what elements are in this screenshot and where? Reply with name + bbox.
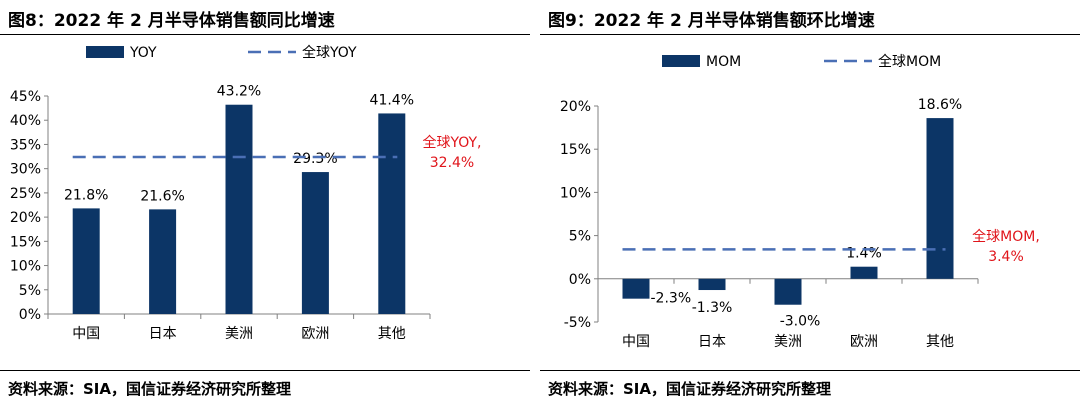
chart-title: 图8：2022 年 2 月半导体销售额同比增速 bbox=[8, 11, 335, 31]
bar-value-label: 18.6% bbox=[918, 97, 962, 113]
bar bbox=[72, 208, 100, 314]
legend-bar-label: YOY bbox=[129, 45, 157, 61]
source-note: 资料来源：SIA，国信证券经济研究所整理 bbox=[548, 380, 831, 398]
y-tick-label: 15% bbox=[10, 234, 41, 250]
y-tick-label: 5% bbox=[569, 229, 591, 245]
y-tick-label: 10% bbox=[10, 259, 41, 275]
x-tick-label: 美洲 bbox=[774, 334, 802, 350]
source-divider bbox=[0, 370, 530, 371]
legend-bar-label: MOM bbox=[706, 54, 741, 70]
y-tick-label: 0% bbox=[19, 307, 41, 323]
y-tick-label: 20% bbox=[560, 99, 591, 115]
chart-title: 图9：2022 年 2 月半导体销售额环比增速 bbox=[548, 11, 875, 31]
x-tick-label: 欧洲 bbox=[301, 326, 329, 342]
x-tick-label: 欧洲 bbox=[850, 334, 878, 350]
y-tick-label: 35% bbox=[10, 137, 41, 153]
y-tick-label: 25% bbox=[10, 186, 41, 202]
bar-value-label: -1.3% bbox=[692, 300, 733, 316]
bar bbox=[301, 172, 329, 314]
x-tick-label: 其他 bbox=[378, 326, 406, 342]
x-tick-label: 中国 bbox=[72, 326, 100, 342]
y-tick-label: 20% bbox=[10, 210, 41, 226]
bar-value-label: -2.3% bbox=[651, 291, 692, 307]
source-divider bbox=[540, 370, 1080, 371]
yoy-bar-chart: YOY 全球YOY 0% 5% 10% 15% 20% 25% 30% 35% 40% 45% 21.8… bbox=[10, 44, 482, 342]
y-tick-label: 15% bbox=[560, 142, 591, 158]
y-tick-label: -5% bbox=[564, 315, 591, 331]
bar bbox=[774, 278, 802, 305]
title-divider bbox=[540, 34, 1080, 35]
global-annotation-label: 全球MOM, bbox=[972, 228, 1040, 245]
source-note: 资料来源：SIA，国信证券经济研究所整理 bbox=[8, 380, 291, 398]
x-tick-label: 日本 bbox=[698, 334, 726, 350]
bar-value-label: -3.0% bbox=[780, 314, 821, 330]
legend-bar-swatch bbox=[86, 46, 124, 58]
chart-panel-yoy: 图8：2022 年 2 月半导体销售额同比增速 YOY 全球YOY 0% 5% 10% 1… bbox=[0, 0, 530, 408]
bar-value-label: 21.6% bbox=[140, 188, 184, 204]
title-divider bbox=[0, 34, 530, 35]
bar bbox=[926, 118, 954, 279]
y-tick-label: 0% bbox=[569, 272, 591, 288]
legend-bar-swatch bbox=[662, 55, 700, 67]
global-annotation-value: 32.4% bbox=[430, 155, 474, 171]
bar bbox=[850, 266, 878, 279]
x-tick-label: 中国 bbox=[622, 334, 650, 350]
chart-panel-mom: 图9：2022 年 2 月半导体销售额环比增速 MOM 全球MOM -5% 0% 5% 1… bbox=[540, 0, 1080, 408]
bar bbox=[149, 209, 177, 314]
y-tick-label: 30% bbox=[10, 162, 41, 178]
y-tick-label: 40% bbox=[10, 113, 41, 129]
bar bbox=[622, 278, 650, 299]
bar-value-label: 1.4% bbox=[846, 246, 882, 262]
x-tick-label: 其他 bbox=[926, 334, 954, 350]
global-annotation-label: 全球YOY, bbox=[422, 134, 481, 151]
x-tick-label: 美洲 bbox=[225, 326, 253, 342]
y-tick-label: 5% bbox=[19, 283, 41, 299]
bar-value-label: 43.2% bbox=[217, 84, 261, 100]
legend-line-label: 全球YOY bbox=[302, 44, 357, 61]
bar bbox=[698, 278, 726, 291]
bar bbox=[225, 104, 253, 314]
bar bbox=[378, 113, 406, 314]
bar-value-label: 21.8% bbox=[64, 187, 108, 203]
y-tick-label: 45% bbox=[10, 89, 41, 105]
bar-value-label: 29.3% bbox=[293, 151, 337, 167]
x-tick-label: 日本 bbox=[149, 326, 177, 342]
bar-value-label: 41.4% bbox=[370, 92, 414, 108]
legend-line-label: 全球MOM bbox=[878, 53, 941, 70]
global-annotation-value: 3.4% bbox=[988, 249, 1024, 265]
mom-bar-chart: MOM 全球MOM -5% 0% 5% 10% 15% 20% -2.3% 中国 -1.3% 日本 -3… bbox=[560, 53, 1040, 350]
y-tick-label: 10% bbox=[560, 185, 591, 201]
